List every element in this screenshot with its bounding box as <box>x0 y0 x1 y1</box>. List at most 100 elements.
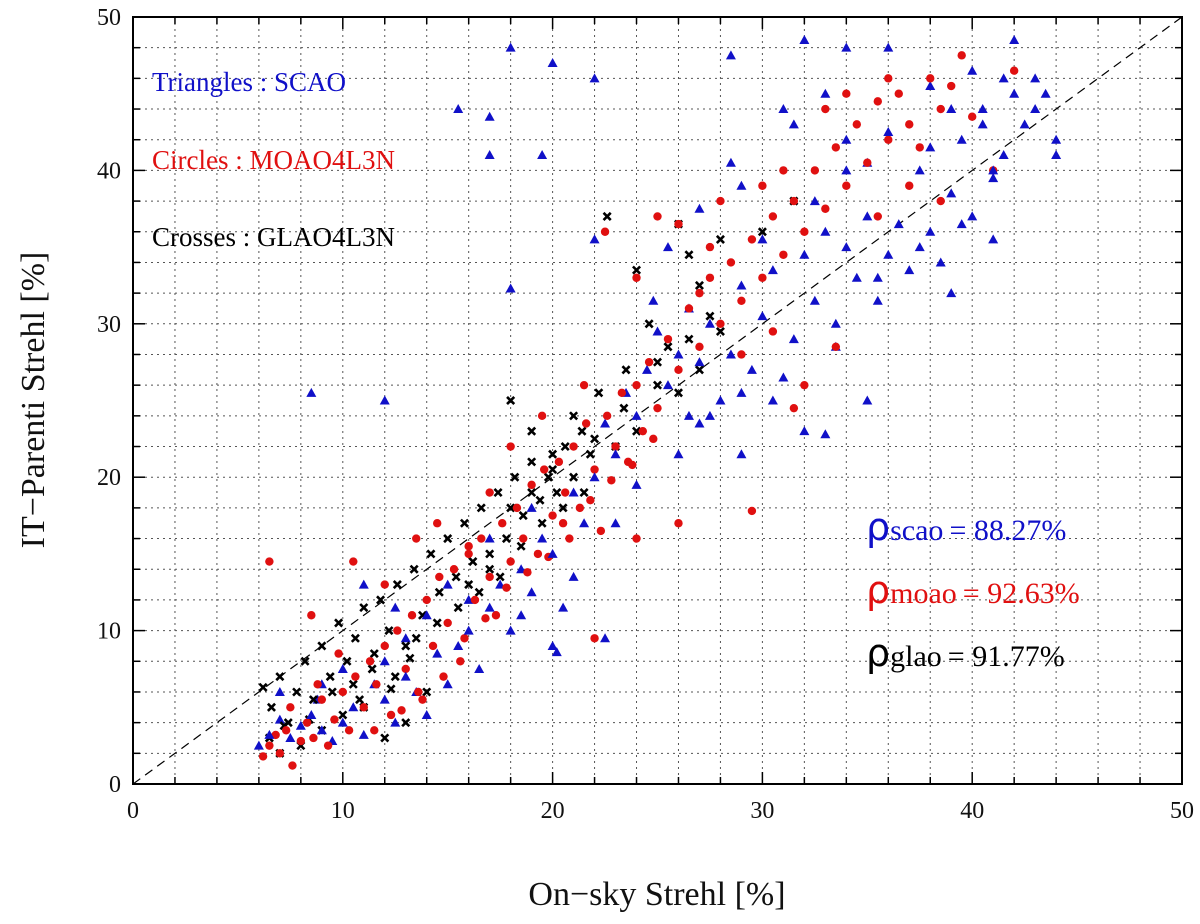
glao4l3n-point <box>694 365 704 375</box>
glao4l3n-point <box>266 702 276 712</box>
scao-point <box>1019 119 1030 129</box>
scao-point <box>872 272 883 282</box>
moao4l3n-point <box>789 403 799 413</box>
scao-point <box>568 487 579 497</box>
moao4l3n-point <box>527 480 536 490</box>
moao4l3n-point <box>449 565 459 574</box>
glao4l3n-point <box>327 687 337 697</box>
moao4l3n-point <box>758 273 767 282</box>
identity-reference-line <box>132 16 1183 785</box>
scao-point <box>631 479 642 489</box>
scao-point <box>274 686 285 696</box>
scao-point <box>1009 88 1020 98</box>
moao4l3n-point <box>313 680 322 689</box>
moao4l3n-point <box>695 342 704 352</box>
scao-point <box>988 234 999 244</box>
glao4l3n-point <box>422 687 432 697</box>
scao-point <box>348 702 359 712</box>
moao4l3n-point <box>506 557 515 566</box>
scao-point <box>820 429 831 439</box>
moao4l3n-point <box>768 327 778 336</box>
moao4l3n-point <box>558 519 568 528</box>
glao4l3n-point <box>495 572 505 582</box>
scao-point <box>379 656 390 666</box>
glao4l3n-point <box>506 395 516 406</box>
moao4l3n-point <box>653 403 662 413</box>
scao-point <box>883 127 894 137</box>
scao-point <box>379 395 390 405</box>
moao4l3n-point <box>575 503 585 513</box>
moao4l3n-point <box>628 460 637 470</box>
moao4l3n-point <box>407 611 417 620</box>
scao-point <box>432 648 443 658</box>
glao4l3n-point <box>390 672 400 682</box>
moao4l3n-point <box>460 634 469 643</box>
moao4l3n-point <box>632 534 641 543</box>
scao-point <box>505 283 516 293</box>
legend-moao: Circles : MOAO4L3N <box>152 145 395 175</box>
glao4l3n-point <box>359 603 369 613</box>
rho-value: = 92.63% <box>963 577 1080 610</box>
scao-point <box>778 372 789 382</box>
moao4l3n-point <box>317 695 327 704</box>
glao4l3n-point <box>594 388 604 398</box>
scao-point <box>778 104 789 114</box>
moao4l3n-point <box>540 465 549 474</box>
glao4l3n-point <box>405 653 415 663</box>
scao-point <box>841 242 852 252</box>
moao4l3n-point <box>684 304 694 313</box>
moao4l3n-point <box>435 572 444 582</box>
scao-point <box>820 88 831 98</box>
scao-point <box>935 257 946 267</box>
scao-point <box>998 150 1009 160</box>
moao4l3n-point <box>632 380 641 390</box>
scao-point <box>579 518 590 528</box>
scao-point <box>421 709 432 719</box>
moao4l3n-point <box>747 506 757 516</box>
scao-point <box>600 633 611 643</box>
glao4l3n-point <box>590 434 600 444</box>
moao4l3n-point <box>485 572 494 582</box>
glao4l3n-point <box>453 603 463 613</box>
moao4l3n-point <box>821 204 830 213</box>
moao4l3n-point <box>351 672 360 681</box>
glao4l3n-point <box>684 250 694 260</box>
scao-point <box>872 295 883 305</box>
scao-point <box>253 740 264 750</box>
glao4l3n-point <box>308 695 318 705</box>
moao4l3n-point <box>386 710 396 720</box>
scao-point <box>337 717 348 727</box>
moao4l3n-point <box>271 730 280 740</box>
glao4l3n-point <box>493 488 503 498</box>
moao4l3n-point <box>359 703 368 712</box>
moao4l3n-point <box>947 81 956 91</box>
glao4l3n-point <box>694 280 704 290</box>
scao-point <box>946 104 957 114</box>
moao4l3n-point <box>323 741 333 750</box>
moao4l3n-point <box>498 519 507 528</box>
moao4l3n-point <box>581 419 591 428</box>
scao-point <box>673 349 684 359</box>
glao4l3n-point <box>434 587 444 597</box>
glao4l3n-point <box>632 426 642 436</box>
glao4l3n-point <box>317 641 327 651</box>
scao-point <box>809 196 820 206</box>
moao4l3n-point <box>586 496 595 505</box>
moao4l3n-point <box>1009 66 1019 75</box>
moao4l3n-point <box>873 97 882 106</box>
moao4l3n-point <box>705 273 715 282</box>
moao4l3n-point <box>397 706 406 715</box>
scao-point <box>505 625 516 635</box>
moao4l3n-point <box>401 664 410 674</box>
correlation-scao: ρscao = 88.27% <box>866 505 1066 549</box>
glao4l3n-point <box>715 234 725 244</box>
moao4l3n-point <box>349 557 358 566</box>
glao4l3n-point <box>510 472 520 482</box>
glao4l3n-point <box>506 503 516 513</box>
moao4l3n-point <box>607 476 616 485</box>
moao4l3n-point <box>523 568 532 577</box>
moao4l3n-point <box>915 143 924 152</box>
moao4l3n-point <box>281 726 291 735</box>
glao4l3n-point <box>516 541 526 551</box>
scao-point <box>956 134 967 144</box>
